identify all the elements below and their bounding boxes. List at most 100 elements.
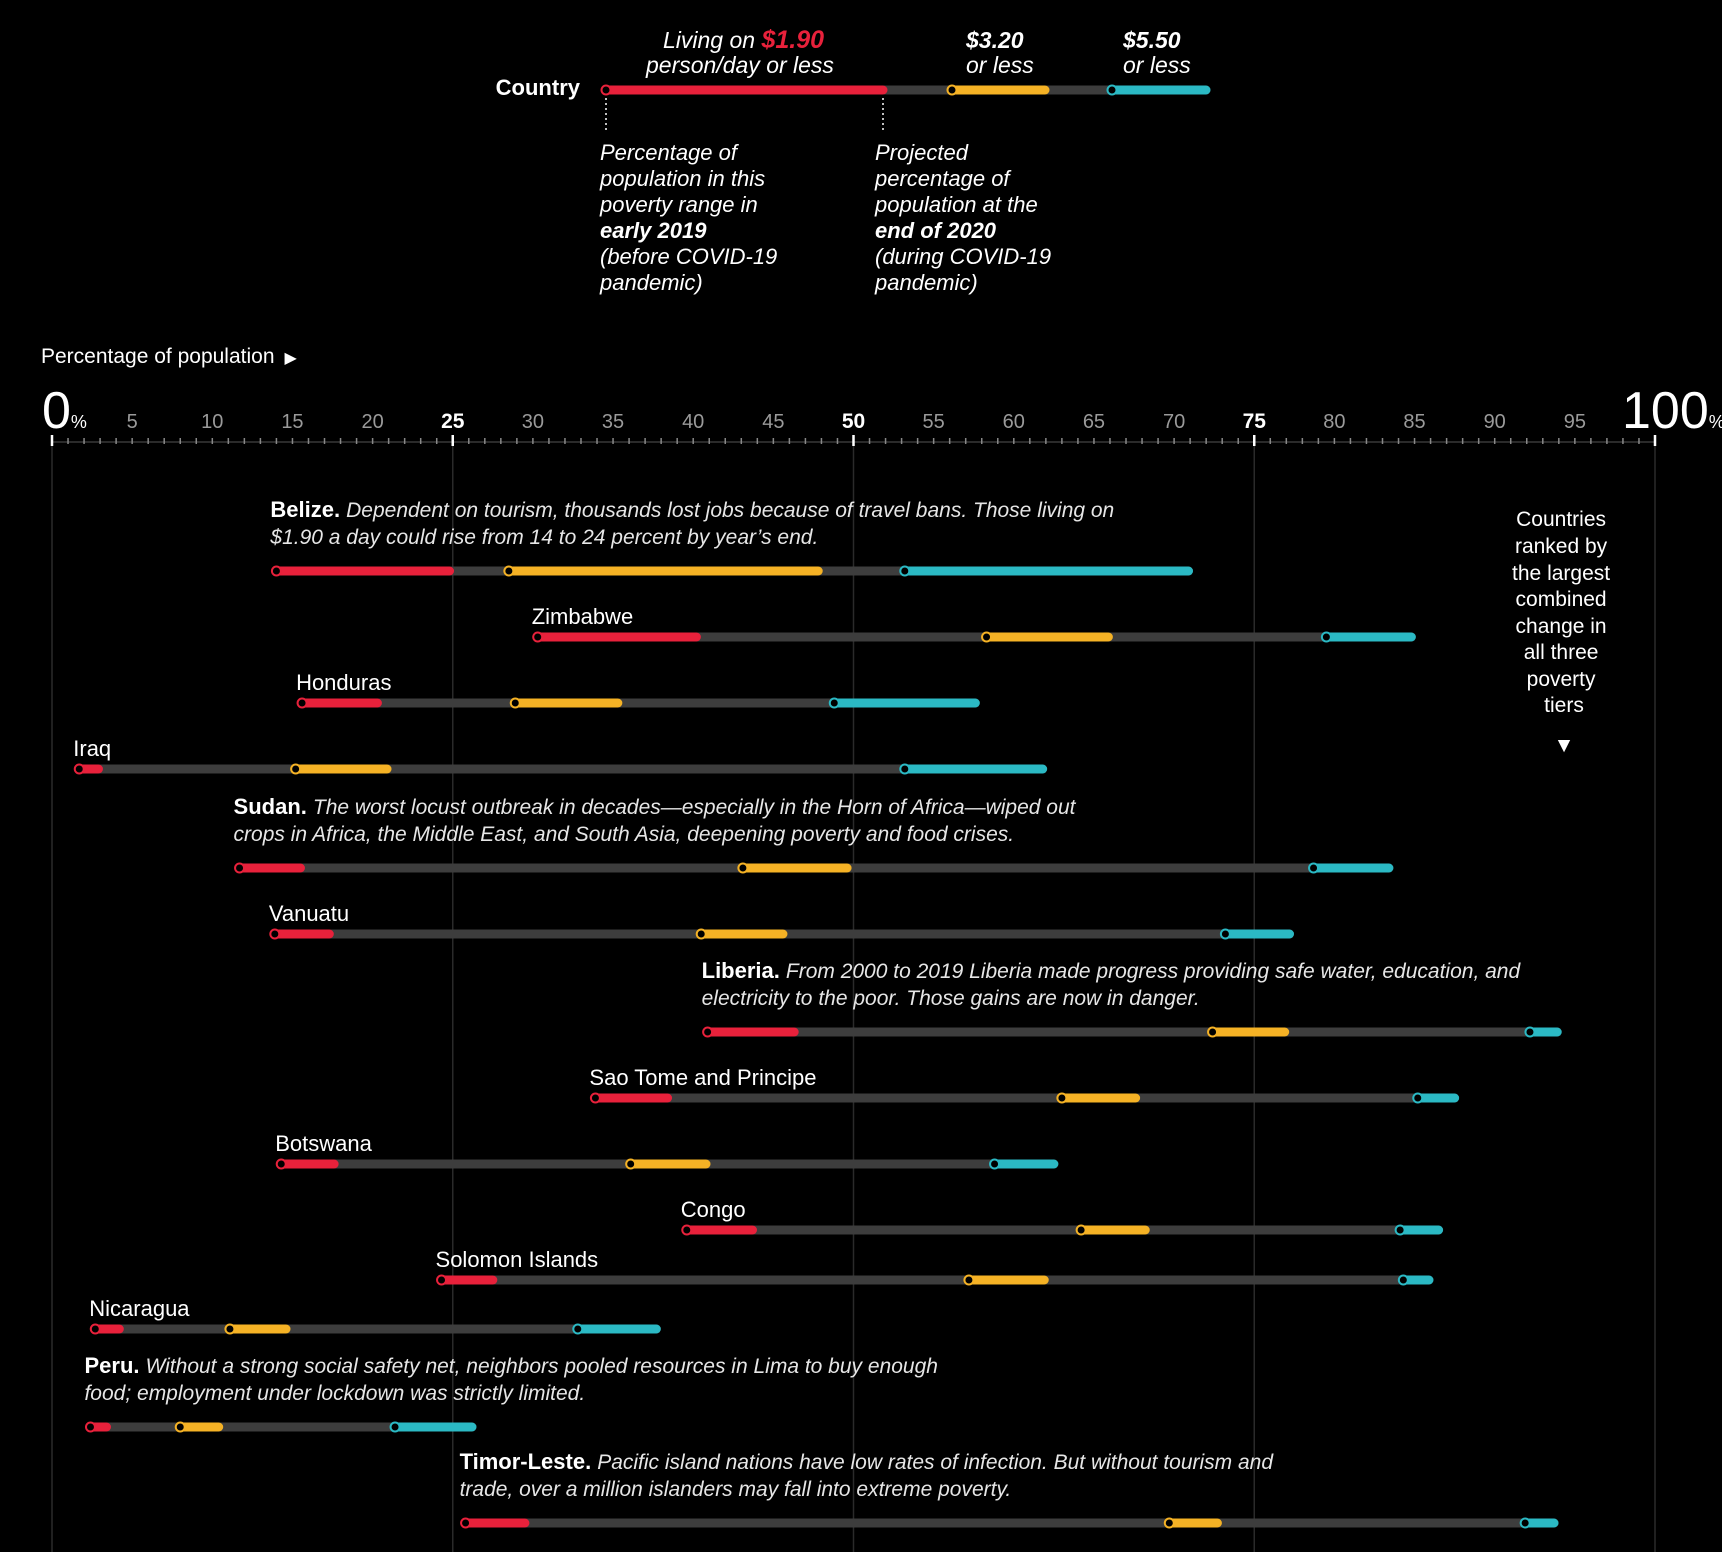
dot-550-2019 [1320,631,1332,643]
dot-320-2019 [290,763,302,775]
legend-note-after: Projected percentage of population at th… [874,140,1057,295]
legend-tier-550-suffix: or less [1123,52,1191,78]
country-name: Solomon Islands [436,1247,599,1272]
dot-550-2019 [572,1323,584,1335]
dot-190-2019 [84,1421,96,1433]
country-note: Pacific island nations have low rates of… [597,1451,1274,1474]
x-tick-label: 95 [1564,411,1586,433]
country-name: Liberia. From 2000 to 2019 Liberia made p… [702,958,1522,983]
dot-320-2019 [981,631,993,643]
country-name: Congo [681,1197,746,1222]
legend-country-label: Country [496,75,581,100]
legend-dot-550-start [1106,84,1118,96]
dot-190-2019 [681,1224,693,1236]
country-name: Belize. Dependent on tourism, thousands l… [270,497,1114,522]
country-name: Peru. Without a strong social safety net,… [84,1353,937,1378]
legend-dot-320-start [946,84,958,96]
country-name: Sudan. The worst locust outbreak in decad… [234,794,1077,819]
dot-550-2019 [989,1158,1001,1170]
x-tick-label: 25 [441,410,465,433]
dot-550-2019 [1308,862,1320,874]
x-tick-label: 60 [1003,411,1025,433]
country-name: Botswana [275,1131,372,1156]
country-row-peru: Peru. Without a strong social safety net,… [84,1353,938,1433]
x-axis: 5 10 15 20 25 30 35 40 45 50 55 60 65 70 75 80 85 90 95 [50,410,1657,446]
dot-320-2019 [503,565,515,577]
x-tick-label: 35 [602,411,624,433]
country-rows: Belize. Dependent on tourism, thousands l… [73,497,1562,1529]
x-tick-label: 45 [762,411,784,433]
dot-320-2019 [1207,1026,1219,1038]
country-note: electricity to the poor. Those gains are… [702,987,1200,1010]
country-note: From 2000 to 2019 Liberia made progress … [786,960,1522,983]
country-row-belize: Belize. Dependent on tourism, thousands l… [269,497,1194,577]
x-tick-label: 90 [1484,411,1506,433]
country-row-congo: Congo [681,1197,1444,1236]
legend-dot-190-start [600,84,612,96]
dot-190-2019 [532,631,544,643]
x-tick-label: 55 [923,411,945,433]
dot-190-2019 [73,763,85,775]
x-tick-label: 30 [522,411,544,433]
dot-320-2019 [509,697,521,709]
country-name: Timor-Leste. Pacific island nations have … [460,1449,1275,1474]
dot-320-2019 [224,1323,236,1335]
country-note: The worst locust outbreak in decades—esp… [313,796,1077,819]
axis-title: Percentage of population ▶ [41,345,298,368]
country-row-timor-leste: Timor-Leste. Pacific island nations have … [460,1449,1559,1529]
legend-note-before: Percentage of population in this poverty… [599,140,783,295]
dot-550-2019 [1412,1092,1424,1104]
country-note: crops in Africa, the Middle East, and So… [234,823,1015,846]
dot-190-2019 [296,697,308,709]
legend-tier-190-suffix: person/day or less [645,52,834,78]
dot-550-2019 [1219,928,1231,940]
country-row-iraq: Iraq [73,736,1048,775]
x-tick-label: 20 [361,411,383,433]
country-row-sudan: Sudan. The worst locust outbreak in decad… [234,794,1394,874]
country-name: Nicaragua [89,1296,190,1321]
dot-320-2019 [963,1274,975,1286]
country-row-botswana: Botswana [275,1131,1059,1170]
dot-190-2019 [234,862,246,874]
dot-320-2019 [695,928,707,940]
dot-320-2019 [1075,1224,1087,1236]
dot-550-2019 [1524,1026,1536,1038]
country-note: Dependent on tourism, thousands lost job… [346,499,1114,522]
dot-320-2019 [1056,1092,1068,1104]
x-tick-label: 15 [281,411,303,433]
country-name: Vanuatu [269,901,349,926]
x-tick-label: 65 [1083,411,1105,433]
dot-190-2019 [702,1026,714,1038]
x-tick-label: 40 [682,411,704,433]
x-tick-label: 75 [1243,410,1267,433]
legend-tier-190-amount: $1.90 [760,26,824,54]
x-tick-label: 50 [842,410,865,433]
country-row-zimbabwe: Zimbabwe [532,604,1416,643]
dot-190-2019 [460,1517,472,1529]
ranking-arrow-icon: ▼ [1554,734,1575,757]
dot-190-2019 [270,565,282,577]
country-row-liberia: Liberia. From 2000 to 2019 Liberia made p… [702,958,1562,1038]
x-tick-label: 70 [1163,411,1185,433]
country-name: Zimbabwe [532,604,633,629]
dot-550-2019 [1394,1224,1406,1236]
dot-190-2019 [89,1323,101,1335]
dot-190-2019 [275,1158,287,1170]
dot-190-2019 [269,928,281,940]
dot-550-2019 [899,763,911,775]
dot-320-2019 [737,862,749,874]
axis-title-arrow-icon: ▶ [285,350,298,367]
legend-tier-190-title: Living on $1.90 [663,26,824,54]
country-row-vanuatu: Vanuatu [269,901,1295,940]
country-row-solomon-islands: Solomon Islands [436,1247,1434,1286]
country-row-sao-tome-and-principe: Sao Tome and Principe [589,1065,1460,1104]
x-tick-label: 85 [1403,411,1425,433]
legend-tier-320-suffix: or less [966,52,1034,78]
country-note: food; employment under lockdown was stri… [84,1382,585,1405]
country-name: Sao Tome and Principe [589,1065,816,1090]
country-note: trade, over a million islanders may fall… [460,1478,1012,1501]
dot-550-2019 [899,565,911,577]
country-name: Honduras [296,670,391,695]
dot-320-2019 [174,1421,186,1433]
ranking-note: Countries ranked by the largest combined… [1512,508,1616,717]
